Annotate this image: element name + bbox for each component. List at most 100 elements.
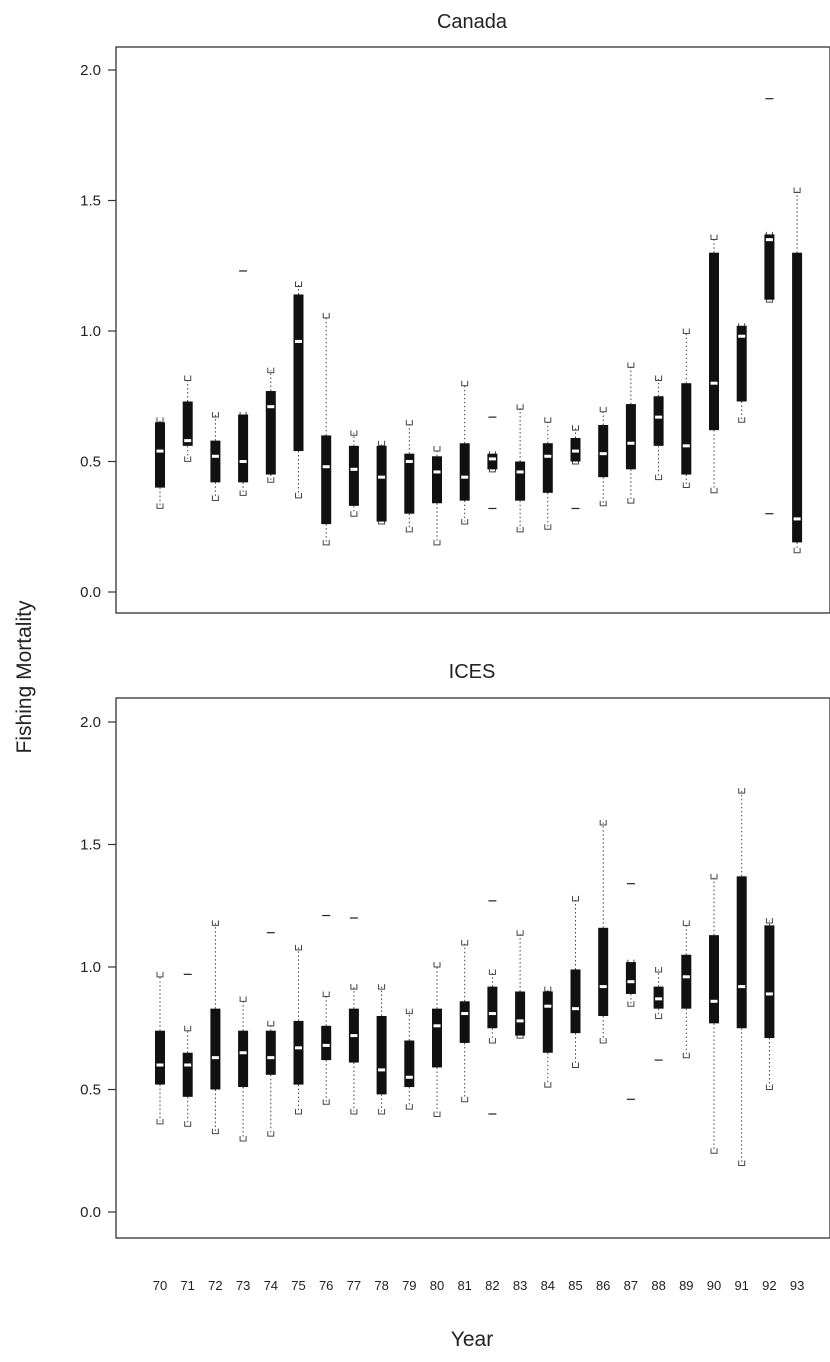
box-canada-90 xyxy=(709,234,719,494)
lower-cap xyxy=(765,1084,773,1091)
box-ices-75 xyxy=(293,944,304,1115)
box-ices-85 xyxy=(570,895,581,1068)
lower-cap xyxy=(488,1038,496,1044)
box-ices-83 xyxy=(515,930,526,1039)
median-marker xyxy=(572,449,579,453)
box-ices-80 xyxy=(432,962,442,1117)
plot-frame-ices xyxy=(115,697,830,1239)
x-tick-label: 85 xyxy=(568,1278,582,1293)
box-canada-93 xyxy=(792,187,803,554)
upper-cap xyxy=(516,404,524,410)
panel-title-ices: ICES xyxy=(449,661,496,683)
box-canada-83 xyxy=(515,404,526,533)
x-tick-label: 76 xyxy=(319,1278,333,1293)
box-ices-84 xyxy=(542,986,553,1088)
lower-cap xyxy=(267,1131,275,1137)
y-tick-label: 0.5 xyxy=(80,1082,101,1099)
x-tick-label: 83 xyxy=(513,1278,527,1293)
lower-cap xyxy=(184,456,192,462)
box-ices-86 xyxy=(598,819,609,1044)
box-iqr xyxy=(376,1016,387,1095)
upper-cap xyxy=(156,971,164,978)
box-canada-72 xyxy=(210,412,221,502)
median-marker xyxy=(378,1068,386,1072)
median-marker xyxy=(516,1019,524,1023)
box-canada-85 xyxy=(570,425,581,510)
median-marker xyxy=(239,460,247,463)
box-iqr xyxy=(265,391,276,475)
box-ices-71 xyxy=(182,973,193,1127)
median-marker xyxy=(516,470,524,474)
box-canada-86 xyxy=(598,406,609,507)
median-marker xyxy=(295,339,302,343)
upper-cap xyxy=(378,984,386,990)
upper-cap xyxy=(738,788,746,794)
box-iqr xyxy=(155,422,165,488)
y-tick-label: 1.0 xyxy=(80,959,101,976)
upper-cap xyxy=(350,430,358,436)
lower-cap xyxy=(461,1096,469,1103)
lower-cap xyxy=(350,511,358,517)
median-marker xyxy=(627,441,635,445)
box-ices-70 xyxy=(155,971,165,1125)
upper-cap xyxy=(322,312,330,319)
median-marker xyxy=(461,475,469,479)
x-tick-label: 73 xyxy=(236,1278,250,1293)
lower-cap xyxy=(239,1136,247,1142)
upper-cap xyxy=(378,440,386,447)
box-iqr xyxy=(542,991,553,1053)
box-iqr xyxy=(542,443,553,493)
upper-cap xyxy=(655,375,663,381)
x-tick-label: 75 xyxy=(291,1278,305,1293)
median-marker xyxy=(572,1007,579,1011)
box-ices-89 xyxy=(681,920,692,1059)
x-axis-label: Year xyxy=(451,1328,493,1351)
plot-frame-canada xyxy=(115,46,830,614)
box-iqr xyxy=(709,935,719,1024)
median-marker xyxy=(544,1004,552,1008)
upper-cap xyxy=(765,917,773,924)
upper-cap xyxy=(599,406,607,413)
median-marker xyxy=(184,439,192,443)
median-marker xyxy=(488,1012,496,1016)
box-canada-77 xyxy=(348,430,359,517)
upper-cap xyxy=(461,380,469,387)
y-tick-label: 0.0 xyxy=(80,1204,101,1221)
box-iqr xyxy=(238,1030,249,1088)
lower-cap xyxy=(405,526,413,533)
box-iqr xyxy=(238,414,249,483)
median-marker xyxy=(544,454,552,458)
box-canada-78 xyxy=(376,440,387,525)
upper-cap xyxy=(184,1025,192,1032)
median-marker xyxy=(211,454,219,458)
box-canada-88 xyxy=(653,375,664,481)
box-iqr xyxy=(182,1052,193,1097)
box-iqr xyxy=(182,401,193,446)
box-ices-78 xyxy=(376,984,387,1115)
x-tick-label: 72 xyxy=(208,1278,222,1293)
upper-cap xyxy=(655,966,663,973)
lower-cap xyxy=(627,1001,635,1007)
panel-canada: Canada 0.0 0.5 1.0 1.5 2.0 xyxy=(80,11,830,614)
median-marker xyxy=(239,1051,247,1055)
median-marker xyxy=(433,470,441,474)
box-iqr xyxy=(432,456,442,504)
median-marker xyxy=(267,405,275,409)
y-tick-label: 2.0 xyxy=(80,714,101,731)
x-tick-label: 80 xyxy=(430,1278,444,1293)
lower-cap xyxy=(655,474,663,481)
y-axis-ices: 0.0 0.5 1.0 1.5 2.0 xyxy=(80,714,116,1221)
box-ices-87 xyxy=(625,883,636,1100)
median-marker xyxy=(738,334,746,338)
box-iqr xyxy=(459,1001,470,1043)
median-marker xyxy=(738,985,746,989)
lower-cap xyxy=(350,1109,358,1115)
y-axis-canada: 0.0 0.5 1.0 1.5 2.0 xyxy=(80,62,116,601)
upper-cap xyxy=(516,930,524,936)
median-marker xyxy=(655,997,663,1001)
upper-cap xyxy=(267,367,275,374)
lower-cap xyxy=(378,1109,386,1115)
box-iqr xyxy=(265,1030,276,1075)
upper-cap xyxy=(572,895,579,902)
box-iqr xyxy=(348,445,359,506)
